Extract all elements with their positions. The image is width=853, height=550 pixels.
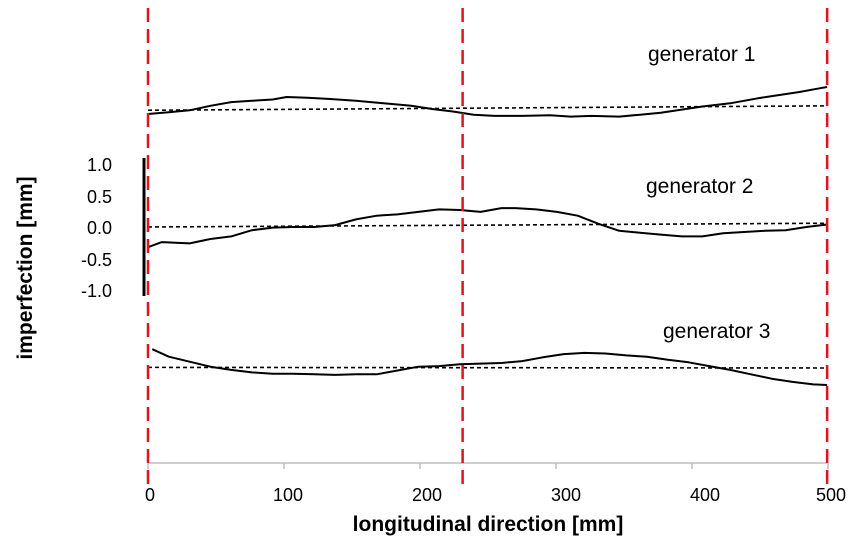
x-tick-label: 500 [816,485,846,505]
x-axis-title: longitudinal direction [mm] [353,513,624,536]
x-tick-label: 0 [145,485,155,505]
x-tick-label: 200 [412,485,442,505]
generator-1-trend-line [147,105,828,112]
axes [142,158,828,464]
generator-2-trend-line [147,222,828,228]
y-tick-label: 0.0 [87,218,112,238]
y-axis-title: imperfection [mm] [14,176,37,359]
series-label-generator-1: generator 1 [648,43,755,66]
x-tick-marks [147,463,829,469]
y-tick-label: 1.0 [87,155,112,175]
y-tick-labels: 1.0 0.5 0.0 -0.5 -1.0 [81,155,112,301]
y-tick-label: 0.5 [87,187,112,207]
x-tick-label: 100 [273,485,303,505]
series-label-generator-3: generator 3 [663,320,770,343]
x-tick-labels: 0 100 200 300 400 500 [145,485,846,505]
generator-1-series-line [147,86,828,118]
generator-3-series-line [151,348,828,386]
generator-2-series-line [147,207,828,249]
series-label-generator-2: generator 2 [646,175,753,198]
x-tick-label: 400 [690,485,720,505]
series-layer [147,86,828,386]
generator-3-trend-line [147,366,828,369]
y-tick-label: -1.0 [81,281,112,301]
x-tick-label: 300 [551,485,581,505]
y-tick-label: -0.5 [81,250,112,270]
reference-lines [146,8,829,486]
